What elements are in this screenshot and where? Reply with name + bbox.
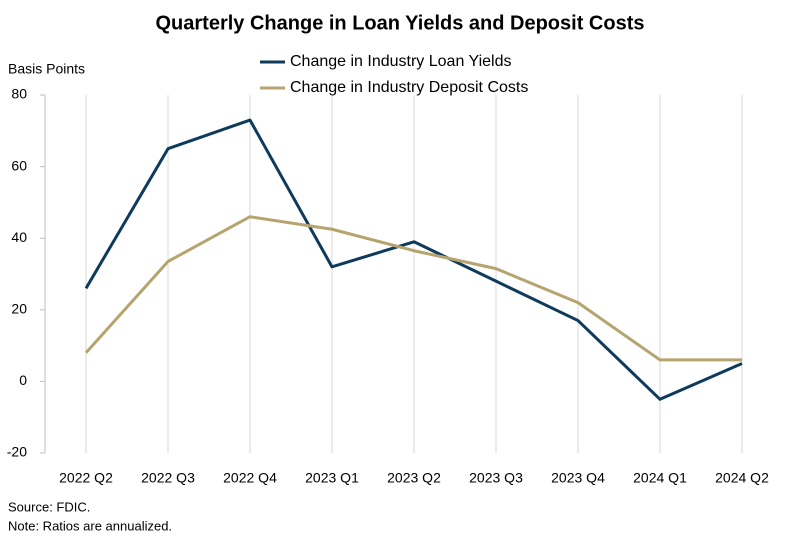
legend-label: Change in Industry Loan Yields xyxy=(290,53,511,70)
y-tick-label: 80 xyxy=(11,86,27,102)
y-axis-label: Basis Points xyxy=(8,61,85,77)
x-tick-label: 2024 Q2 xyxy=(715,470,769,486)
chart-title: Quarterly Change in Loan Yields and Depo… xyxy=(156,12,645,34)
y-tick-label: -20 xyxy=(7,444,27,460)
y-tick-label: 0 xyxy=(19,372,27,388)
x-tick-label: 2023 Q2 xyxy=(387,470,441,486)
source: Source: FDIC. xyxy=(8,499,90,514)
x-tick-label: 2022 Q4 xyxy=(223,470,277,486)
x-tick-label: 2023 Q4 xyxy=(551,470,605,486)
y-tick-label: 20 xyxy=(11,301,27,317)
y-tick-label: 60 xyxy=(11,157,27,173)
legend-label: Change in Industry Deposit Costs xyxy=(290,79,528,96)
x-tick-label: 2023 Q3 xyxy=(469,470,523,486)
line-series xyxy=(84,215,742,362)
x-tick-label: 2022 Q2 xyxy=(59,470,113,486)
line-series xyxy=(84,118,743,401)
x-tick-label: 2022 Q3 xyxy=(141,470,195,486)
x-tick-label: 2023 Q1 xyxy=(305,470,359,486)
x-tick-label: 2024 Q1 xyxy=(633,470,687,486)
note: Note: Ratios are annualized. xyxy=(8,518,172,533)
y-tick-label: 40 xyxy=(11,229,27,245)
